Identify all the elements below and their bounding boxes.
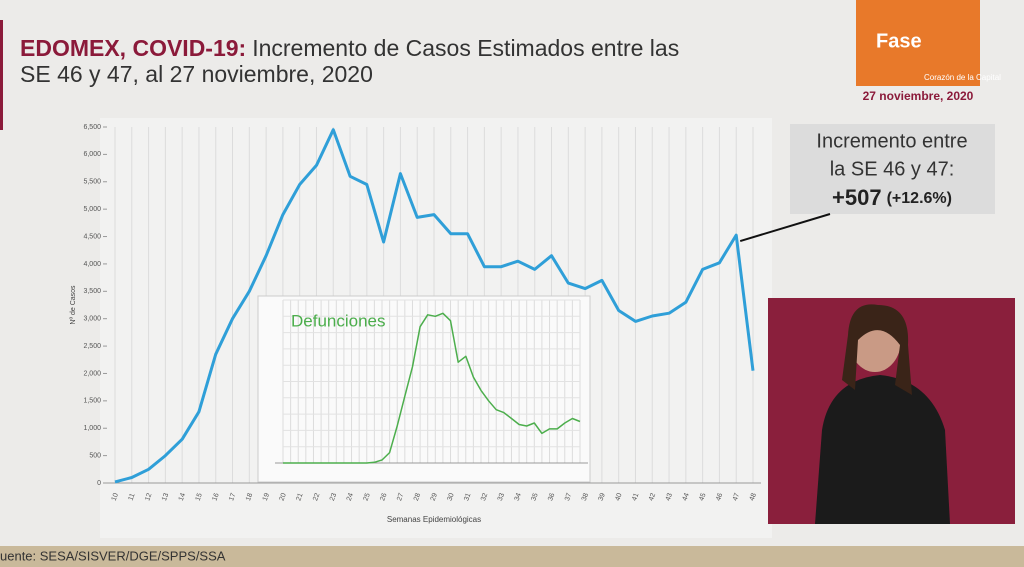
- interpreter-body: [815, 375, 950, 524]
- x-tick-label: 31: [463, 492, 472, 502]
- x-tick-label: 26: [379, 492, 388, 502]
- x-tick-label: 28: [413, 492, 422, 502]
- x-axis-label: Semanas Epidemiológicas: [387, 515, 481, 524]
- accent-bar: [0, 20, 3, 130]
- annotation-arrow: [739, 213, 831, 243]
- x-tick-label: 48: [749, 492, 758, 502]
- logo-text: Fase: [876, 30, 922, 52]
- x-tick-label: 10: [111, 492, 120, 502]
- x-tick-label: 19: [262, 492, 271, 502]
- increment-pct: (+12.6%): [887, 190, 952, 207]
- x-tick-label: 11: [128, 492, 137, 501]
- x-tick-label: 40: [614, 492, 623, 502]
- x-tick-label: 36: [547, 492, 556, 502]
- x-tick-label: 16: [211, 492, 220, 502]
- x-tick-label: 15: [195, 492, 204, 502]
- x-tick-label: 42: [648, 492, 657, 502]
- x-tick-label: 22: [312, 492, 321, 502]
- logo-subtitle: Corazón de la Capital: [924, 73, 1001, 82]
- x-tick-label: 38: [581, 492, 590, 502]
- x-tick-label: 25: [363, 492, 372, 502]
- date: 27 noviembre, 2020: [863, 89, 974, 103]
- x-tick-label: 39: [598, 492, 607, 502]
- annotation-line2: la SE 46 y 47:: [830, 158, 955, 180]
- x-tick-label: 18: [245, 492, 254, 502]
- title: EDOMEX, COVID-19: Incremento de Casos Est…: [20, 35, 679, 61]
- source-bar: [0, 546, 1024, 567]
- y-tick-label: 1,500: [83, 398, 101, 405]
- series-line: [114, 128, 755, 484]
- annotation-value: +507 (+12.6%): [832, 185, 952, 210]
- y-axis-label: Nº de Casos: [70, 285, 77, 325]
- y-tick-label: 2,500: [83, 343, 101, 350]
- x-tick-label: 44: [682, 492, 691, 502]
- increment: +507: [832, 185, 882, 210]
- x-tick-label: 21: [295, 492, 304, 502]
- x-tick-label: 17: [228, 492, 237, 502]
- y-tick-label: 3,500: [83, 288, 101, 295]
- x-tick-label: 14: [178, 492, 187, 502]
- y-tick-label: 5,000: [83, 206, 101, 213]
- x-tick-label: 20: [279, 492, 288, 502]
- title-bold: EDOMEX, COVID-19:: [20, 35, 246, 61]
- interpreter-hair: [842, 304, 912, 395]
- x-tick-label: 30: [446, 492, 455, 502]
- y-tick-label: 6,000: [83, 151, 101, 158]
- y-tick-label: 5,500: [83, 179, 101, 186]
- x-tick-label: 37: [564, 492, 573, 502]
- annotation-box: [790, 124, 995, 214]
- x-tick-label: 29: [430, 492, 439, 502]
- x-tick-label: 33: [497, 492, 506, 502]
- x-tick-label: 35: [530, 492, 539, 502]
- y-tick-label: 1,000: [83, 425, 101, 432]
- x-tick-label: 34: [514, 492, 523, 502]
- title-rest: Incremento de Casos Estimados entre las: [252, 35, 679, 61]
- y-tick-label: 500: [89, 452, 101, 459]
- inset-chart: Defunciones: [275, 299, 588, 464]
- source: uente: SESA/SISVER/DGE/SPPS/SSA: [0, 548, 226, 563]
- logo-box: [856, 0, 980, 86]
- y-tick-label: 0: [97, 480, 101, 487]
- x-tick-label: 46: [715, 492, 724, 502]
- inset-title: Defunciones: [291, 311, 386, 330]
- y-tick-label: 4,500: [83, 233, 101, 240]
- annotation-line1: Incremento entre: [816, 130, 967, 152]
- x-tick-label: 41: [631, 492, 640, 502]
- x-tick-label: 12: [144, 492, 153, 502]
- x-tick-label: 23: [329, 492, 338, 502]
- y-tick-label: 2,000: [83, 370, 101, 377]
- x-tick-label: 45: [698, 492, 707, 502]
- series-line: [283, 312, 581, 464]
- y-tick-label: 6,500: [83, 124, 101, 131]
- x-tick-label: 13: [161, 492, 170, 502]
- x-tick-label: 32: [480, 492, 489, 502]
- title-line2: SE 46 y 47, al 27 noviembre, 2020: [20, 61, 373, 87]
- y-tick-label: 3,000: [83, 316, 101, 323]
- y-tick-label: 4,000: [83, 261, 101, 268]
- x-tick-label: 27: [396, 492, 405, 502]
- x-tick-label: 43: [665, 492, 674, 502]
- x-tick-label: 47: [732, 492, 741, 502]
- x-tick-label: 24: [346, 492, 355, 502]
